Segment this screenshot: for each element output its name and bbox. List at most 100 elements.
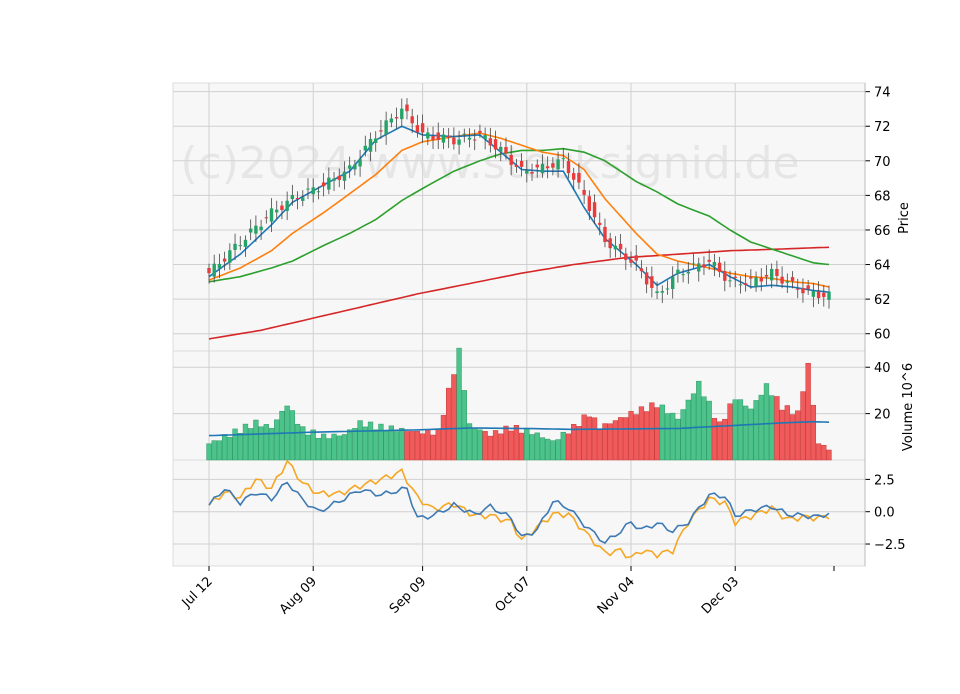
candle bbox=[634, 244, 638, 271]
candle bbox=[775, 260, 779, 287]
volume-bar bbox=[805, 363, 811, 461]
candle-body bbox=[452, 137, 456, 145]
candle-body bbox=[446, 135, 451, 138]
candle bbox=[473, 129, 477, 151]
candle-body bbox=[347, 165, 352, 169]
candle bbox=[566, 152, 571, 179]
candle bbox=[827, 285, 831, 309]
volume-bar bbox=[576, 426, 582, 461]
candle bbox=[587, 190, 592, 221]
candle-body bbox=[342, 171, 347, 181]
candle-body bbox=[712, 261, 717, 267]
candle-body bbox=[441, 134, 446, 143]
price-tick-label: 64 bbox=[874, 259, 891, 274]
candle bbox=[446, 128, 451, 149]
candle-body bbox=[613, 245, 618, 250]
volume-bar bbox=[680, 409, 686, 461]
candle-body bbox=[301, 197, 305, 201]
candle-body bbox=[587, 196, 592, 211]
oscillator-tick-label: 0.0 bbox=[874, 506, 895, 521]
candle-body bbox=[467, 137, 472, 140]
candle bbox=[441, 128, 446, 150]
candle bbox=[811, 282, 816, 308]
candle-body bbox=[332, 178, 336, 181]
candle-body bbox=[624, 253, 628, 260]
candle-body bbox=[827, 291, 831, 300]
candle-body bbox=[285, 200, 289, 211]
volume-bar bbox=[414, 431, 421, 461]
candle bbox=[342, 161, 347, 190]
volume-bar bbox=[539, 437, 546, 461]
candle-body bbox=[254, 225, 258, 234]
volume-bar bbox=[258, 426, 264, 461]
candle-body bbox=[431, 136, 435, 140]
candle bbox=[697, 257, 701, 282]
candle bbox=[660, 285, 664, 304]
candle-body bbox=[530, 172, 534, 174]
oscillator-lines bbox=[208, 459, 830, 559]
candle bbox=[806, 279, 810, 295]
candle bbox=[670, 266, 675, 299]
volume-bar bbox=[696, 380, 702, 461]
candle bbox=[504, 137, 508, 160]
candle bbox=[431, 126, 435, 149]
volume-bar bbox=[320, 433, 327, 461]
candle bbox=[738, 276, 743, 294]
candle-body bbox=[702, 264, 706, 268]
candle bbox=[384, 111, 388, 145]
candle bbox=[238, 236, 242, 251]
candle bbox=[618, 234, 623, 258]
candle-body bbox=[733, 276, 737, 279]
candle bbox=[707, 249, 711, 271]
candle bbox=[702, 256, 706, 275]
volume-bar bbox=[300, 426, 306, 461]
volume-bar bbox=[701, 396, 707, 461]
candle-body bbox=[207, 268, 211, 274]
volume-bar bbox=[435, 428, 441, 461]
volume-bar bbox=[279, 410, 285, 461]
volume-bar bbox=[565, 433, 572, 461]
candle-body bbox=[816, 291, 821, 299]
candle bbox=[301, 190, 305, 207]
candle bbox=[332, 171, 336, 191]
volume-bar bbox=[289, 410, 296, 461]
candle bbox=[644, 266, 649, 294]
candle bbox=[306, 178, 310, 200]
candle bbox=[717, 256, 722, 278]
candle bbox=[212, 254, 216, 283]
candle bbox=[639, 260, 644, 279]
candle-body bbox=[248, 228, 253, 233]
candle bbox=[822, 284, 826, 307]
candle bbox=[655, 281, 659, 299]
candle-body bbox=[743, 283, 748, 286]
volume-bar bbox=[274, 419, 280, 461]
candle-body bbox=[410, 116, 414, 124]
candle-body bbox=[228, 250, 232, 263]
candle-body bbox=[374, 138, 378, 143]
volume-bar bbox=[638, 406, 645, 461]
volume-axis-title: Volume 10^6 bbox=[901, 363, 916, 451]
candle-body bbox=[822, 292, 826, 298]
volume-bar bbox=[404, 431, 410, 461]
candle-body bbox=[728, 280, 732, 282]
volume-bar bbox=[347, 429, 353, 461]
candle bbox=[556, 151, 560, 178]
candle-body bbox=[598, 222, 602, 225]
ma-200-line bbox=[208, 246, 830, 340]
price-tick-label: 72 bbox=[874, 120, 891, 135]
volume-bar bbox=[607, 423, 613, 461]
candle-body bbox=[759, 278, 763, 282]
candle bbox=[483, 127, 487, 150]
candle bbox=[525, 160, 529, 183]
volume-bar bbox=[659, 404, 665, 461]
candle-body bbox=[592, 202, 597, 218]
volume-bar bbox=[451, 374, 457, 461]
candle bbox=[582, 180, 586, 205]
volume-tick-label: 20 bbox=[874, 408, 891, 423]
candle-body bbox=[634, 255, 638, 261]
volume-bar bbox=[706, 400, 712, 461]
candle bbox=[743, 272, 748, 292]
volume-bar bbox=[597, 429, 603, 461]
candle-body bbox=[473, 139, 477, 141]
volume-bar bbox=[378, 423, 384, 461]
